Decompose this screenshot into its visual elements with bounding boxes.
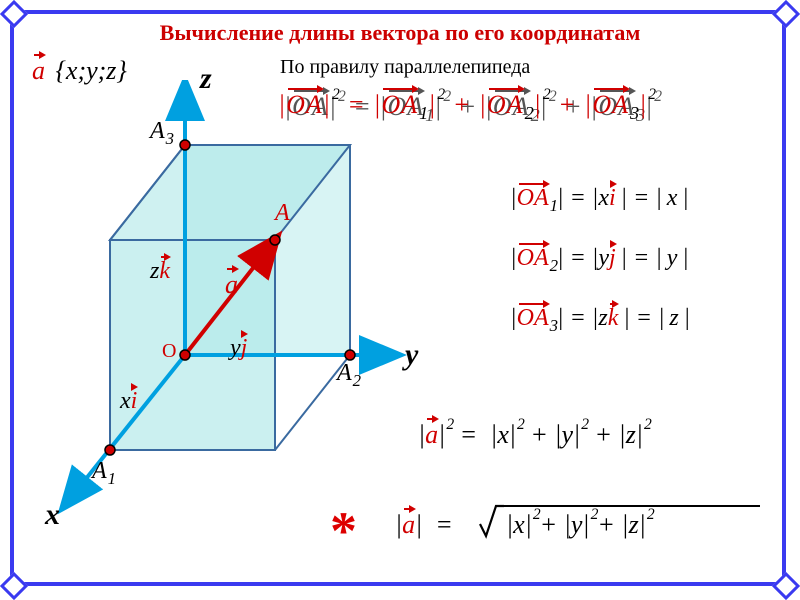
axis-x-label: x [45, 498, 60, 532]
page-title: Вычисление длины вектора по его координа… [0, 20, 800, 46]
asterisk-icon: * [330, 500, 357, 562]
origin-label: O [162, 340, 176, 363]
point-A2: A2 [337, 360, 360, 387]
basis-yj: yj [230, 335, 247, 362]
eq-sq-sum: |a|2 = |x|2 + |y|2 + |z|2 [418, 420, 651, 450]
basis-zk: zk [150, 258, 170, 285]
point-A3: A3 [150, 118, 173, 145]
point-A1: A1 [92, 458, 115, 485]
eq-oa2: |OA2| = |yj | = | y | [510, 245, 689, 272]
eq-final-rhs: |x|2+ |y|2+ |z|2 [506, 510, 654, 540]
eq-final: |a| = [395, 510, 453, 540]
main-eq: |OA|2 = |OA1|2 + |OA2|2 + |OA3|2 [278, 90, 656, 120]
eq-oa3: |OA3| = |zk | = | z | [510, 305, 690, 332]
vector-a-label: a [225, 270, 238, 300]
eq-oa1: |OA1| = |xi | = | x | [510, 185, 689, 212]
point-A: A [275, 200, 290, 227]
cube-diagram [40, 80, 420, 520]
axis-z-label: z [200, 62, 212, 96]
axis-y-label: y [405, 338, 418, 372]
subtitle: По правилу параллелепипеда [280, 56, 530, 79]
basis-xi: xi [120, 388, 137, 415]
